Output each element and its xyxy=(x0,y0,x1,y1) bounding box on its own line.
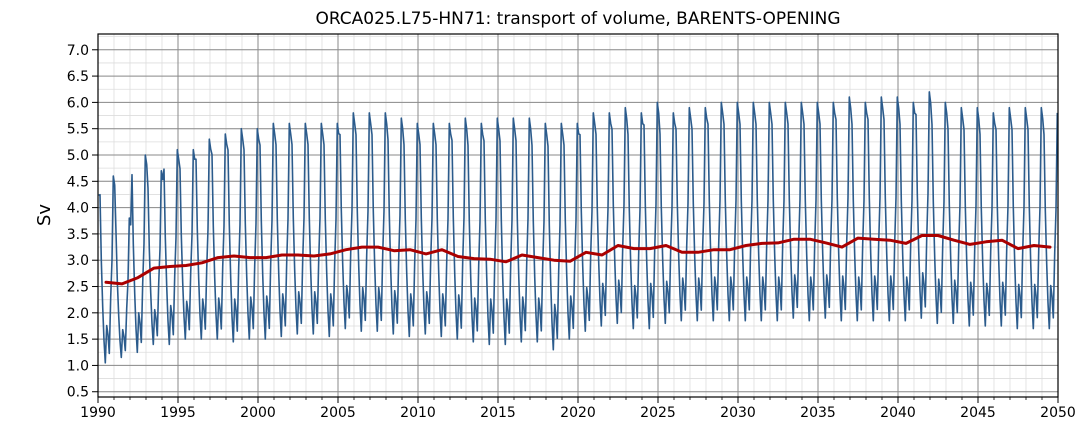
y-tick-label: 0.5 xyxy=(67,385,89,401)
annual-mean-line xyxy=(104,234,1052,286)
chart-title: ORCA025.L75-HN71: transport of volume, B… xyxy=(315,9,840,29)
major-grid xyxy=(97,34,1059,397)
y-tick-label: 1.5 xyxy=(67,332,89,348)
y-tick-label: 5.0 xyxy=(67,148,89,164)
x-tick-label: 2050 xyxy=(1040,405,1076,421)
x-tick-label: 2015 xyxy=(480,405,516,421)
y-tick-label: 6.0 xyxy=(67,95,89,111)
y-tick-labels: 0.5 1.0 1.5 2.0 2.5 3.0 3.5 4.0 4.5 5.0 5.5 6.0 6.5 7… xyxy=(67,43,89,401)
y-tick-label: 3.0 xyxy=(67,253,89,269)
x-tick-label: 2010 xyxy=(400,405,436,421)
x-tick-label: 1995 xyxy=(160,405,196,421)
series-layer xyxy=(98,91,1059,364)
x-tick-label: 2000 xyxy=(240,405,276,421)
y-tick-label: 1.0 xyxy=(67,358,89,374)
x-tick-label: 2035 xyxy=(800,405,836,421)
y-tick-label: 2.0 xyxy=(67,306,89,322)
x-tick-label: 2020 xyxy=(560,405,596,421)
x-tick-label: 2040 xyxy=(880,405,916,421)
y-axis-label: Sv xyxy=(34,204,55,226)
x-tick-label: 2045 xyxy=(960,405,996,421)
monthly-transport-line xyxy=(98,91,1059,364)
y-tick-label: 4.0 xyxy=(67,201,89,217)
y-tick-label: 6.5 xyxy=(67,69,89,85)
x-tick-label: 1990 xyxy=(80,405,116,421)
x-tick-labels: 1990 1995 2000 2005 2010 2015 2020 2025 2030 2035… xyxy=(80,405,1076,421)
y-tick-label: 3.5 xyxy=(67,227,89,243)
y-tick-label: 2.5 xyxy=(67,280,89,296)
x-tick-label: 2005 xyxy=(320,405,356,421)
axis-ticks xyxy=(92,49,1059,403)
y-tick-label: 4.5 xyxy=(67,174,89,190)
x-tick-label: 2025 xyxy=(640,405,676,421)
y-tick-label: 5.5 xyxy=(67,122,89,138)
x-tick-label: 2030 xyxy=(720,405,756,421)
y-tick-label: 7.0 xyxy=(67,43,89,59)
